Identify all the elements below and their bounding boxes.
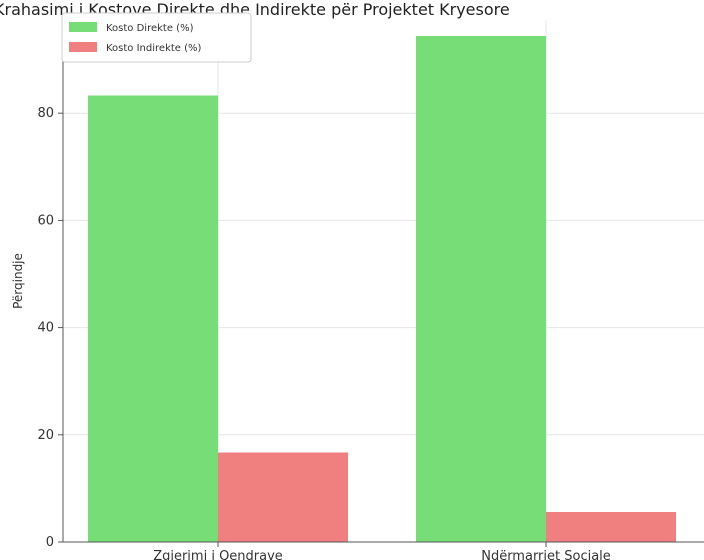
x-ticks: Zgjerimi i Qendrave Ndërmarrjet Sociale (153, 542, 611, 560)
bar-direct-2 (416, 36, 546, 543)
y-tick-label: 60 (37, 213, 54, 228)
bars (88, 36, 676, 543)
bar-indirect-2 (546, 511, 676, 542)
y-ticks: 0 20 40 60 80 (37, 106, 63, 550)
x-tick-label: Zgjerimi i Qendrave (153, 549, 283, 560)
legend-label: Kosto Indirekte (%) (106, 43, 202, 54)
x-tick-label: Ndërmarrjet Sociale (481, 549, 611, 560)
legend-swatch (69, 42, 97, 52)
y-tick-label: 0 (46, 535, 54, 550)
y-tick-label: 40 (37, 321, 54, 336)
legend-items: Kosto Direkte (%) Kosto Indirekte (%) (69, 22, 202, 54)
legend-swatch (69, 22, 97, 32)
plot-area: 0 20 40 60 80 Zgjerimi i Qendrave Ndërmarrjet… (37, 20, 704, 560)
bar-direct-1 (88, 95, 218, 543)
legend: Kosto Direkte (%) Kosto Indirekte (%) (61, 12, 252, 63)
y-tick-label: 20 (37, 428, 54, 443)
legend-box (61, 12, 252, 63)
legend-label: Kosto Direkte (%) (106, 23, 194, 34)
bar-indirect-1 (218, 452, 348, 542)
y-axis-label: Përqindje (11, 253, 25, 309)
y-tick-label: 80 (37, 106, 54, 121)
